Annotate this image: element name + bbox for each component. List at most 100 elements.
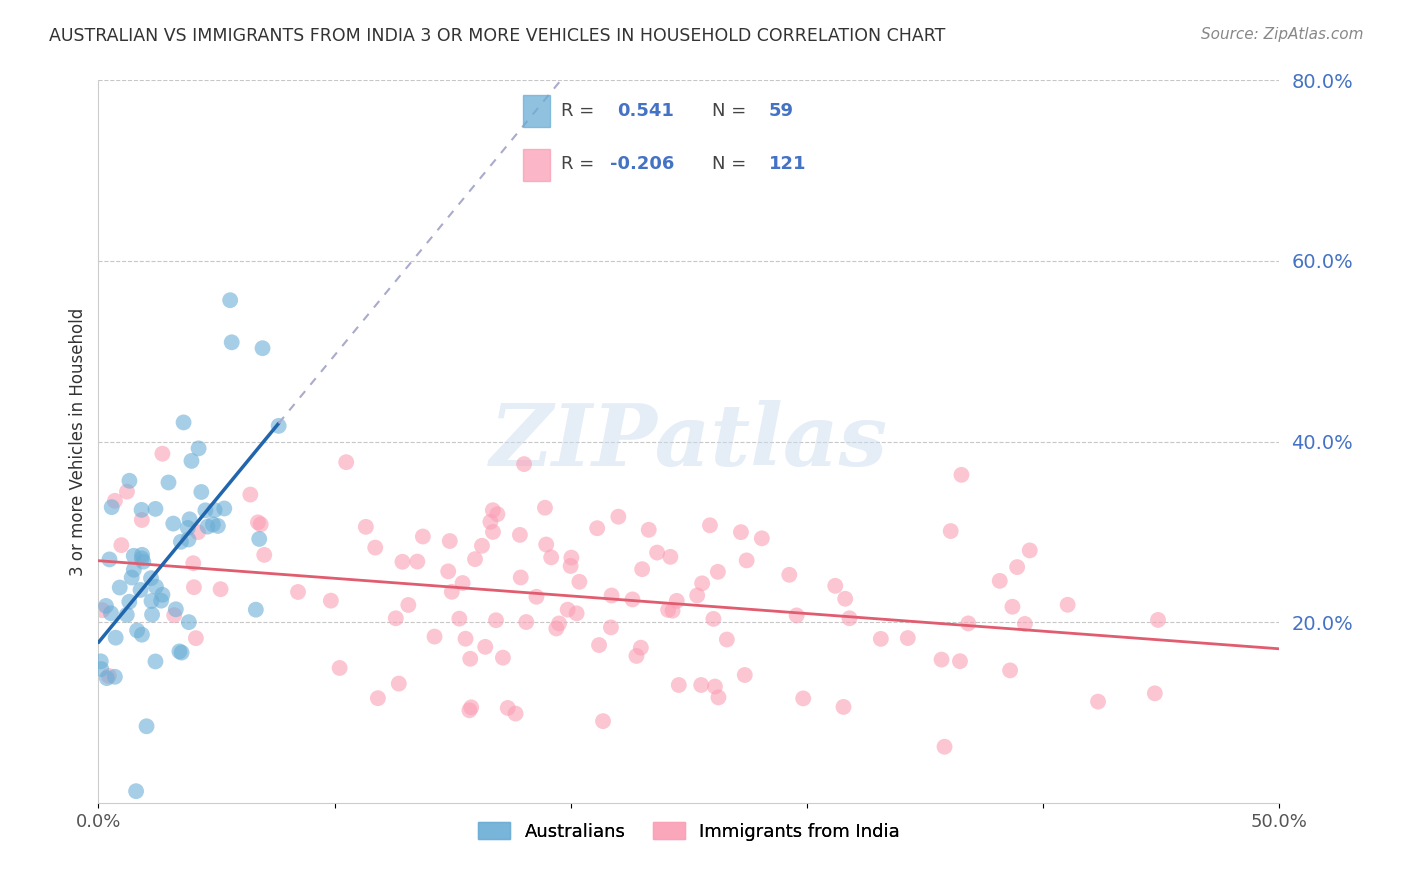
Point [607,509,630,524]
Point [707,565,730,579]
Point [135,719,157,733]
Point [934,739,956,754]
Point [247,532,270,546]
Point [824,579,846,593]
Text: Source: ZipAtlas.com: Source: ZipAtlas.com [1201,27,1364,42]
Bar [523,95,550,128]
Point [194,503,217,517]
Point [957,616,980,631]
Point [157,475,180,490]
Point [659,549,682,564]
Point [661,604,683,618]
Text: ZIPatlas: ZIPatlas [489,400,889,483]
Point [181,556,204,570]
Point [560,550,582,565]
Point [440,584,463,599]
Point [125,784,148,798]
Point [534,537,557,551]
Point [1087,695,1109,709]
Point [131,628,153,642]
Point [184,631,207,645]
Point [486,507,509,521]
Point [141,594,163,608]
Point [104,670,127,684]
Point [1001,599,1024,614]
Point [187,442,209,456]
Point [560,558,582,573]
Point [600,589,623,603]
Point [245,602,267,616]
Point [121,570,143,584]
Point [170,646,193,660]
Point [1056,598,1078,612]
Text: N =: N = [711,102,752,120]
Point [474,640,496,654]
Point [139,571,162,585]
Point [588,638,610,652]
Point [734,668,756,682]
Point [183,580,205,594]
Point [131,551,153,566]
Point [592,714,614,728]
Point [249,517,271,532]
Point [239,487,262,501]
Point [335,455,357,469]
Point [630,640,652,655]
Point [832,699,855,714]
Point [505,706,527,721]
Point [1147,613,1170,627]
Point [252,341,274,355]
Point [565,607,588,621]
Point [287,585,309,599]
Point [91,603,114,617]
Point [364,541,387,555]
Point [104,631,127,645]
Point [94,599,117,613]
Point [665,594,688,608]
Point [690,678,713,692]
Point [546,622,568,636]
Point [509,570,531,584]
Point [122,549,145,563]
Point [115,607,138,622]
Point [931,652,953,666]
Point [482,503,505,517]
Point [423,630,446,644]
Point [104,493,127,508]
Point [131,513,153,527]
Point [173,416,195,430]
Point [165,602,187,616]
Point [485,613,508,627]
Point [162,516,184,531]
Point [998,664,1021,678]
Point [169,644,191,658]
Point [131,548,153,562]
Point [451,576,474,591]
Point [437,565,460,579]
Point [177,615,200,629]
Point [118,474,141,488]
Point [690,576,713,591]
Point [458,652,481,666]
Point [354,520,377,534]
Point [367,691,389,706]
Point [449,612,471,626]
Point [201,517,224,532]
Point [100,606,122,620]
Point [412,529,434,543]
Point [637,523,659,537]
Point [838,611,860,625]
Point [460,700,482,714]
Point [703,680,725,694]
Point [557,602,579,616]
Point [177,521,200,535]
Point [513,457,536,471]
Point [482,524,505,539]
Point [492,650,515,665]
Point [509,528,531,542]
Point [1014,616,1036,631]
Point [496,701,519,715]
Point [98,552,121,566]
Point [115,484,138,499]
Point [645,545,668,559]
